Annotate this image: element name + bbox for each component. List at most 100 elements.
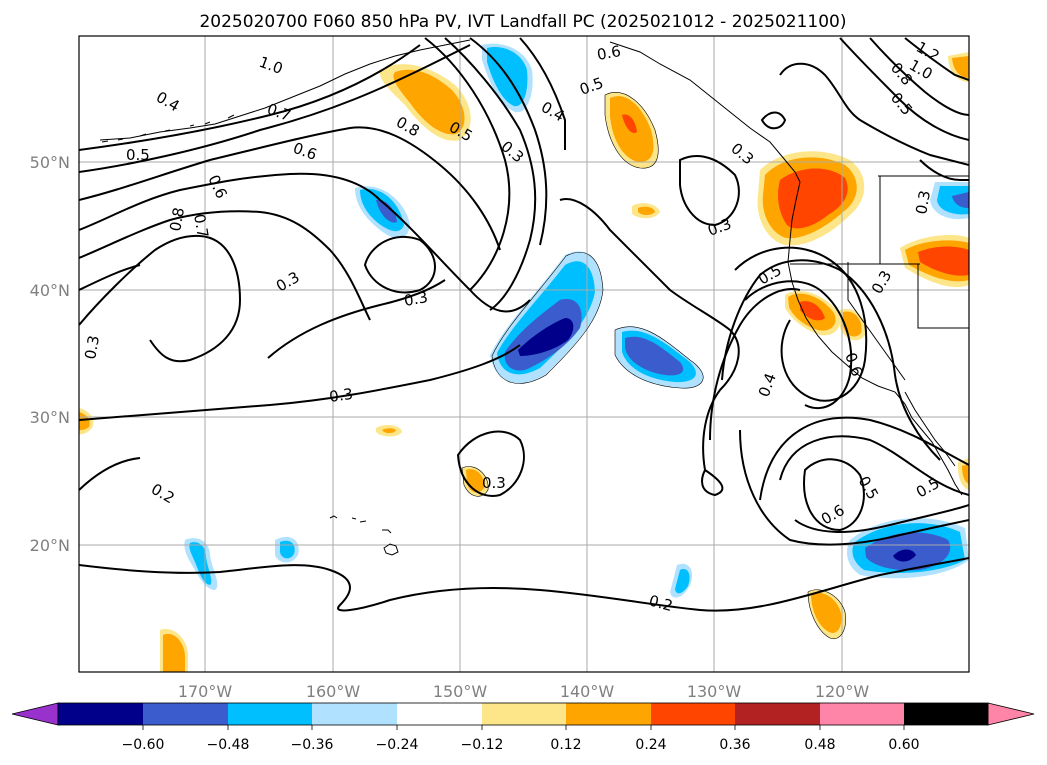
contour-label: 0.8 xyxy=(166,206,188,233)
colorbar-tick-label: −0.60 xyxy=(122,737,165,753)
lon-label-150w: 150°W xyxy=(433,682,488,701)
colorbar-tick-label: 0.12 xyxy=(550,737,581,753)
anomaly-outline xyxy=(604,92,659,169)
contour-line xyxy=(469,37,548,246)
anomaly-blob xyxy=(280,540,295,559)
contour-line xyxy=(79,44,421,151)
contour-line xyxy=(79,210,371,321)
contour-line xyxy=(456,430,525,497)
colorbar-segment xyxy=(651,703,735,725)
colorbar-ticks xyxy=(142,725,905,730)
alaska-panhandle-coastline xyxy=(609,41,801,183)
colorbar-segment xyxy=(312,703,397,725)
contour-line xyxy=(904,37,969,81)
contour-line xyxy=(363,235,436,294)
latitude-labels: 50°N 40°N 30°N 20°N xyxy=(30,153,70,555)
anomaly-blob xyxy=(893,549,916,562)
colorbar-tick-label: −0.24 xyxy=(376,737,419,753)
anomaly-blob xyxy=(376,199,397,223)
contour-label: 0.3 xyxy=(328,385,354,406)
contour-line xyxy=(79,234,201,326)
colorbar-frame xyxy=(57,702,989,726)
anomaly-blob xyxy=(937,186,969,215)
anomaly-blob xyxy=(393,69,465,135)
colorbar-tick-label: 0.24 xyxy=(635,737,666,753)
contour-line xyxy=(679,155,740,227)
contour-line xyxy=(794,504,969,533)
longitude-labels: 170°W 160°W 150°W 140°W 130°W 120°W xyxy=(178,682,870,701)
anomaly-blob xyxy=(962,464,969,484)
lat-label-20n: 20°N xyxy=(30,536,70,555)
lat-label-50n: 50°N xyxy=(30,153,70,172)
contour-line xyxy=(701,469,724,497)
contour-label: 0.7 xyxy=(190,213,212,240)
lon-label-170w: 170°W xyxy=(178,682,233,701)
contour-line xyxy=(869,37,969,116)
contour-label: 0.6 xyxy=(596,42,623,64)
lon-label-130w: 130°W xyxy=(687,682,742,701)
anomaly-blob xyxy=(952,56,969,78)
positive-shading xyxy=(79,52,969,672)
contour-line xyxy=(79,557,969,612)
contour-line xyxy=(519,37,566,150)
anomaly-blob xyxy=(625,336,684,376)
colorbar-segment xyxy=(143,703,228,725)
colorbar-tick-labels: −0.60 −0.48 −0.36 −0.24 −0.12 0.12 0.24 … xyxy=(122,737,920,753)
colorbar-segment xyxy=(228,703,312,725)
pv-contours xyxy=(79,37,969,612)
contour-label: 0.3 xyxy=(403,288,430,310)
colorbar-tick-label: −0.12 xyxy=(461,737,504,753)
anomaly-blob xyxy=(918,246,969,276)
contour-line xyxy=(79,344,521,421)
lat-label-30n: 30°N xyxy=(30,408,70,427)
contour-label: 0.3 xyxy=(912,189,934,216)
colorbar-segment xyxy=(397,703,482,725)
lon-label-160w: 160°W xyxy=(306,682,361,701)
baja-peninsula-coastline xyxy=(904,391,956,467)
figure-title: 2025020700 F060 850 hPa PV, IVT Landfall… xyxy=(199,12,846,32)
contour-line xyxy=(424,37,511,291)
colorbar-right-extension xyxy=(987,702,1035,726)
map-frame xyxy=(78,35,970,673)
anomaly-blob xyxy=(163,633,185,672)
colorbar-segment xyxy=(482,703,566,725)
contour-line xyxy=(760,111,787,130)
colorbar-tick-label: −0.48 xyxy=(207,737,250,753)
lat-label-40n: 40°N xyxy=(30,281,70,300)
contour-line xyxy=(267,279,446,359)
anomaly-blob xyxy=(189,542,212,585)
contour-line xyxy=(739,429,969,546)
colorbar-tick-label: 0.36 xyxy=(719,737,750,753)
anomaly-blob xyxy=(382,428,396,434)
aleutian-islands xyxy=(101,114,235,143)
contour-line xyxy=(919,159,969,181)
contour-line xyxy=(79,172,531,313)
contour-line xyxy=(759,416,969,501)
state-borders xyxy=(790,176,969,381)
anomaly-blob xyxy=(675,569,690,594)
colorbar-segment xyxy=(735,703,820,725)
colorbar-left-extension xyxy=(11,702,59,726)
contour-line xyxy=(744,280,853,410)
map-panel: 1.0 0.4 0.5 0.7 0.6 0.6 0.8 0.7 0.8 0.5 … xyxy=(30,35,970,701)
contour-line xyxy=(709,288,801,441)
colorbar-segment xyxy=(566,703,651,725)
colorbar-tick-label: −0.36 xyxy=(291,737,334,753)
contour-line xyxy=(444,37,537,311)
anomaly-blob xyxy=(952,192,969,208)
contour-label: 0.3 xyxy=(482,474,506,492)
anomaly-outline xyxy=(614,326,704,389)
anomaly-outline xyxy=(807,589,846,640)
contour-line xyxy=(149,235,242,363)
colorbar-segment xyxy=(820,703,904,725)
lon-label-140w: 140°W xyxy=(560,682,615,701)
anomaly-outlines xyxy=(461,92,846,640)
hawaiian-islands xyxy=(329,515,399,556)
colorbar-segment xyxy=(904,703,988,725)
anomaly-blob xyxy=(622,114,637,134)
anomaly-blob xyxy=(800,301,825,321)
contour-label: 0.2 xyxy=(647,591,675,615)
contour-line xyxy=(79,44,471,173)
contour-line xyxy=(779,435,969,496)
